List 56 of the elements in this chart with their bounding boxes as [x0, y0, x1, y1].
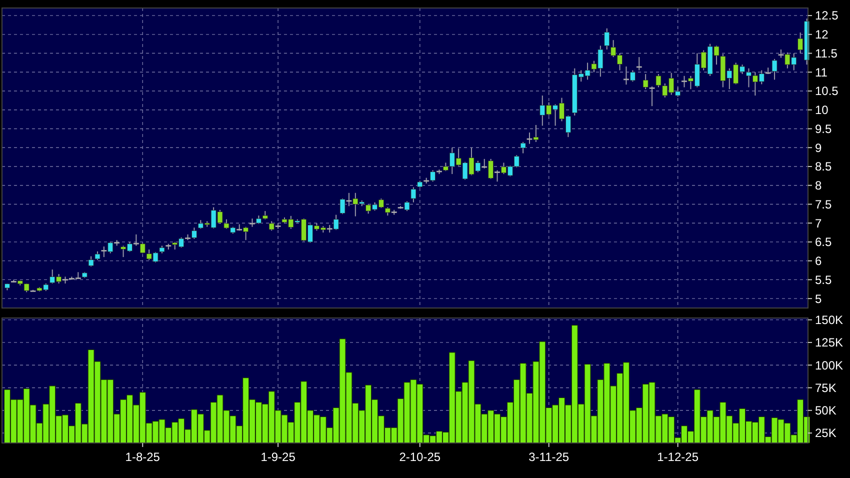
candlestick — [101, 246, 107, 258]
y-tick-label: 6 — [815, 254, 822, 268]
x-tick-label: 1-9-25 — [260, 450, 296, 464]
x-tick-label: 2-10-25 — [399, 450, 441, 464]
candlestick — [488, 158, 494, 180]
y-tick-label: 75K — [815, 380, 836, 395]
candlestick — [268, 220, 274, 232]
y-tick-label: 12.5 — [815, 8, 839, 23]
candlestick — [430, 170, 436, 182]
y-tick-label: 10 — [815, 103, 829, 118]
candlestick — [140, 242, 146, 254]
y-tick-label: 8 — [815, 178, 822, 193]
y-tick-label: 11 — [815, 65, 828, 80]
candlestick — [520, 141, 526, 154]
candlestick — [108, 241, 114, 254]
candlestick — [642, 74, 648, 90]
y-tick-label: 9 — [815, 140, 822, 155]
x-tick-label: 3-11-25 — [528, 450, 570, 464]
candlestick — [404, 200, 410, 212]
candlestick — [682, 75, 687, 88]
candlestick — [526, 132, 532, 144]
x-tick-label: 1-12-25 — [657, 450, 699, 464]
candlestick — [410, 186, 416, 203]
y-tick-label: 7.5 — [815, 197, 832, 212]
y-tick-label: 12 — [815, 28, 829, 42]
candlestick — [133, 234, 139, 246]
candlestick — [482, 158, 488, 169]
y-tick-label: 25K — [815, 426, 836, 440]
candlestick — [243, 226, 248, 241]
candlestick — [88, 256, 94, 267]
y-tick-label: 11.5 — [815, 46, 838, 60]
candlestick — [192, 227, 197, 240]
y-tick-label: 10.5 — [815, 84, 839, 98]
x-tick-label: 1-8-25 — [125, 450, 160, 464]
y-tick-label: 9.5 — [815, 122, 832, 136]
y-tick-label: 150K — [815, 313, 844, 328]
candlestick — [636, 56, 642, 71]
y-tick-label: 5.5 — [815, 272, 832, 287]
candlestick — [630, 70, 636, 82]
candlestick — [533, 124, 539, 142]
y-tick-label: 100K — [815, 358, 844, 372]
y-tick-label: 6.5 — [815, 235, 832, 250]
candlestick — [340, 198, 346, 215]
candlestick — [346, 192, 352, 207]
y-tick-label: 7 — [815, 216, 822, 230]
y-tick-label: 5 — [815, 292, 822, 306]
y-tick-label: 125K — [815, 336, 844, 350]
candlestick — [656, 74, 662, 88]
candlestick — [649, 86, 655, 107]
candlestick — [624, 66, 629, 86]
candlestick — [494, 170, 500, 182]
candlestick — [604, 28, 610, 50]
y-tick-label: 8.5 — [815, 160, 832, 174]
candlestick — [333, 214, 339, 230]
y-tick-label: 50K — [815, 404, 836, 418]
candlestick — [772, 58, 778, 80]
